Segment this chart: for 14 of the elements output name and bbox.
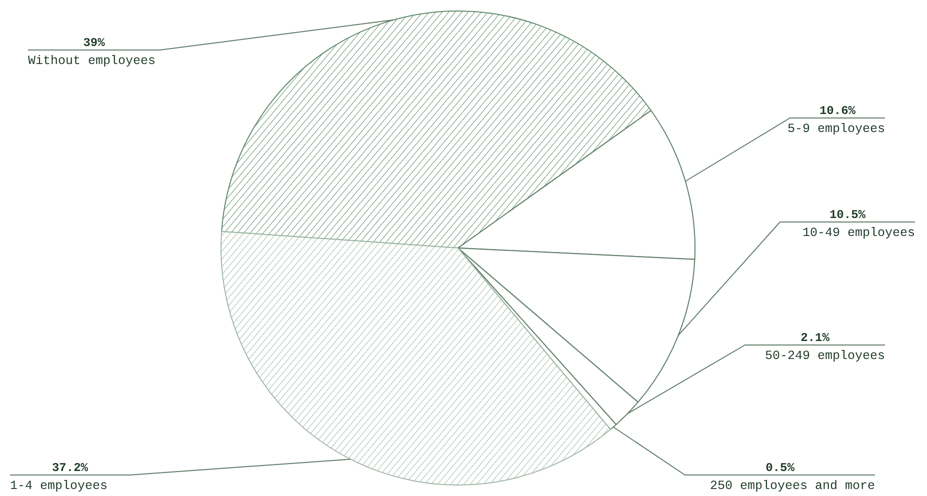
pie-slice xyxy=(220,230,612,486)
data-label: 37.2% xyxy=(52,461,89,475)
slice-label: 10-49 employees xyxy=(802,226,915,240)
slice-label: 1-4 employees xyxy=(10,479,108,493)
data-label: 0.5% xyxy=(766,461,796,475)
slice-label: 250 employees and more xyxy=(710,479,875,493)
data-label: 10.5% xyxy=(829,208,866,222)
slice-label: Without employees xyxy=(28,54,156,68)
data-label: 2.1% xyxy=(800,331,830,345)
data-label: 39% xyxy=(83,36,106,50)
data-label: 10.6% xyxy=(819,104,856,118)
slice-label: 5-9 employees xyxy=(787,122,885,136)
pie-slice xyxy=(221,10,652,248)
slice-label: 50-249 employees xyxy=(764,349,885,363)
